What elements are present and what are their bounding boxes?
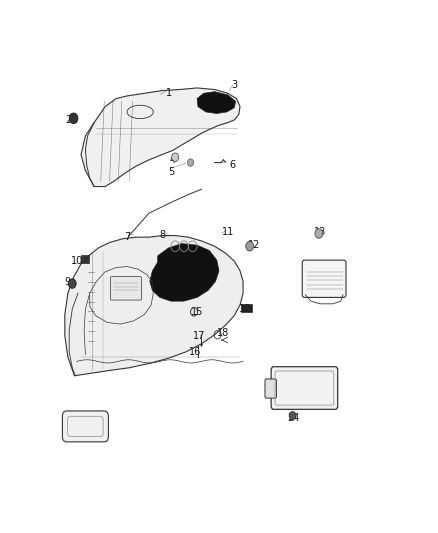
Text: 6: 6: [229, 160, 235, 170]
Text: 1: 1: [166, 88, 172, 98]
Circle shape: [187, 159, 194, 166]
Text: 8: 8: [159, 230, 165, 239]
Text: 2: 2: [65, 115, 71, 125]
Circle shape: [172, 153, 179, 161]
FancyBboxPatch shape: [265, 379, 276, 398]
Text: 4: 4: [170, 155, 176, 165]
FancyBboxPatch shape: [302, 260, 346, 297]
Text: 11: 11: [222, 227, 234, 237]
Text: 17: 17: [193, 331, 205, 341]
FancyBboxPatch shape: [110, 277, 141, 300]
Text: 15: 15: [191, 307, 203, 317]
Circle shape: [246, 241, 254, 251]
Text: 24: 24: [287, 414, 300, 423]
FancyBboxPatch shape: [241, 304, 252, 312]
Text: 22: 22: [292, 371, 304, 381]
Text: 5: 5: [168, 167, 174, 176]
Text: 20: 20: [88, 422, 100, 431]
Polygon shape: [65, 236, 243, 376]
Text: 10: 10: [71, 256, 83, 266]
Text: 3: 3: [231, 80, 237, 90]
Circle shape: [315, 229, 323, 238]
Text: 18: 18: [217, 328, 230, 338]
Polygon shape: [81, 88, 240, 187]
Text: 12: 12: [248, 240, 260, 250]
Text: 14: 14: [320, 267, 332, 277]
Text: 19: 19: [239, 304, 251, 314]
FancyBboxPatch shape: [62, 411, 109, 442]
FancyBboxPatch shape: [271, 367, 338, 409]
Text: 16: 16: [189, 347, 201, 357]
Text: 7: 7: [124, 232, 130, 242]
FancyBboxPatch shape: [81, 255, 89, 263]
Text: 9: 9: [65, 278, 71, 287]
Text: 13: 13: [314, 227, 326, 237]
Polygon shape: [197, 92, 236, 114]
Text: 21: 21: [263, 384, 276, 394]
Circle shape: [289, 411, 296, 420]
Text: 23: 23: [314, 371, 326, 381]
Circle shape: [68, 279, 76, 288]
Circle shape: [69, 113, 78, 124]
Polygon shape: [150, 244, 219, 301]
